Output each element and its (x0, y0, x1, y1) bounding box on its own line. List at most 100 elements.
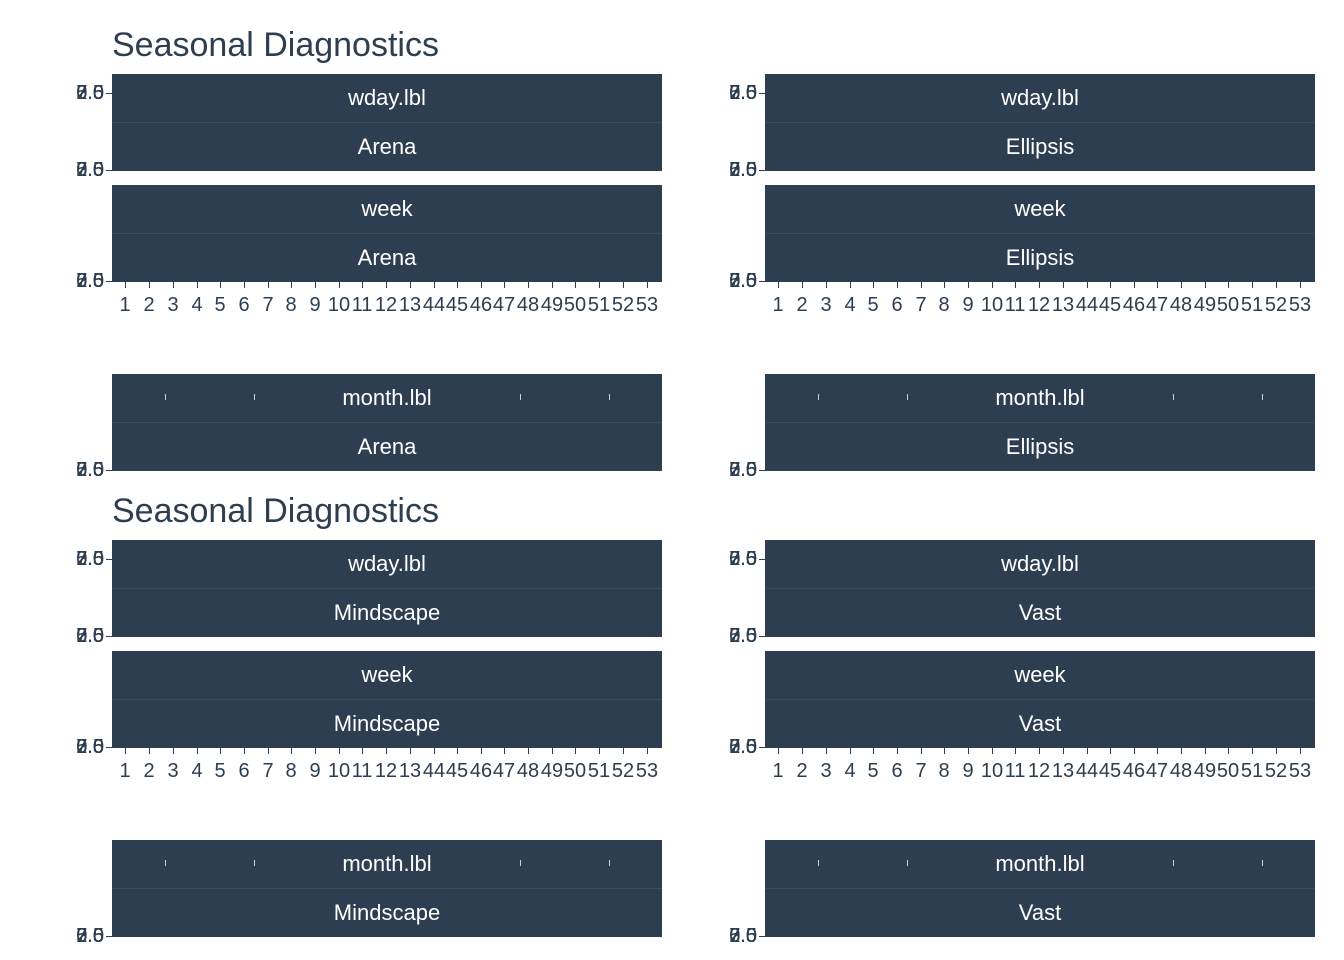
y-tick-label: 2.5 (76, 736, 104, 758)
y-tick-label: 5.0 (76, 548, 104, 570)
y-tick-label: 2.5 (729, 82, 757, 104)
x-tick-label: 1 (772, 294, 784, 316)
x-tick-label: 1 (772, 760, 784, 782)
y-tick-label: 0.0 (729, 925, 757, 947)
x-tick-mark (944, 282, 945, 288)
y-tick-mark (106, 636, 112, 637)
x-tick-mark (778, 282, 779, 288)
facet-feature-label: week (361, 196, 413, 221)
month-tick-mark (254, 860, 255, 866)
x-tick-mark (220, 282, 221, 288)
x-tick-mark (968, 748, 969, 754)
strip-divider (765, 422, 1315, 423)
y-tick-label: 2.5 (76, 159, 104, 181)
facet-group-label: Mindscape (333, 711, 441, 736)
x-tick-label: 10 (980, 294, 1004, 316)
y-tick-mark (759, 936, 765, 937)
x-tick-label: 9 (309, 294, 321, 316)
x-tick-label: 49 (540, 760, 564, 782)
x-tick-label: 13 (398, 294, 422, 316)
x-tick-label: 52 (1264, 760, 1288, 782)
x-tick-mark (504, 748, 505, 754)
y-tick-label: 7.5 (76, 548, 104, 570)
x-tick-mark (552, 748, 553, 754)
facet-feature-label: wday.lbl (1001, 551, 1079, 576)
x-tick-label: 52 (1264, 294, 1288, 316)
x-tick-label: 49 (540, 294, 564, 316)
x-tick-label: 50 (1216, 294, 1240, 316)
y-tick-mark (106, 559, 112, 560)
x-tick-label: 45 (445, 760, 469, 782)
y-tick-label: 5.0 (729, 625, 757, 647)
x-tick-mark (1039, 748, 1040, 754)
x-tick-mark (1157, 282, 1158, 288)
y-tick-label: 7.5 (729, 925, 757, 947)
x-tick-label: 11 (1004, 294, 1026, 316)
strip-divider (112, 122, 662, 123)
x-tick-mark (1181, 282, 1182, 288)
y-tick-label: 0.0 (76, 925, 104, 947)
x-tick-label: 2 (143, 294, 155, 316)
x-tick-mark (268, 748, 269, 754)
x-tick-mark (1039, 282, 1040, 288)
y-tick-mark (759, 559, 765, 560)
x-tick-label: 45 (1098, 760, 1122, 782)
strip-divider (765, 233, 1315, 234)
x-tick-label: 46 (469, 294, 493, 316)
facet-feature-label: week (361, 662, 413, 687)
y-tick-label: 7.5 (76, 736, 104, 758)
y-tick-label: 2.5 (729, 548, 757, 570)
x-tick-label: 44 (1075, 294, 1099, 316)
facet-strip-month-lbl: month.lbl Vast (765, 840, 1315, 937)
strip-divider (765, 122, 1315, 123)
month-tick-mark (165, 860, 166, 866)
facet-feature-label: wday.lbl (1001, 85, 1079, 110)
x-tick-label: 49 (1193, 294, 1217, 316)
strip-divider (112, 699, 662, 700)
y-tick-label: 7.5 (729, 548, 757, 570)
y-tick-label: 0.0 (76, 625, 104, 647)
month-tick-mark (907, 394, 908, 400)
x-tick-label: 8 (285, 294, 297, 316)
y-tick-label: 5.0 (729, 925, 757, 947)
y-tick-label: 0.0 (76, 159, 104, 181)
month-tick-mark (818, 394, 819, 400)
x-tick-label: 7 (915, 760, 927, 782)
x-tick-label: 4 (191, 294, 203, 316)
x-tick-label: 53 (635, 760, 659, 782)
x-tick-label: 7 (262, 294, 274, 316)
y-tick-label: 2.5 (729, 159, 757, 181)
x-tick-label: 8 (938, 294, 950, 316)
x-tick-mark (434, 282, 435, 288)
x-tick-mark (802, 748, 803, 754)
month-tick-mark (609, 860, 610, 866)
facet-group-label: Arena (357, 434, 417, 459)
x-tick-mark (623, 282, 624, 288)
x-tick-mark (1252, 282, 1253, 288)
strip-divider (112, 422, 662, 423)
x-tick-label: 50 (563, 294, 587, 316)
y-tick-mark (106, 936, 112, 937)
y-tick-label: 7.5 (76, 270, 104, 292)
x-tick-label: 45 (445, 294, 469, 316)
x-tick-mark (968, 282, 969, 288)
y-tick-label: 2.5 (76, 270, 104, 292)
x-tick-label: 2 (796, 760, 808, 782)
y-tick-label: 2.5 (76, 82, 104, 104)
x-tick-mark (647, 748, 648, 754)
x-tick-mark (1205, 748, 1206, 754)
x-tick-mark (434, 748, 435, 754)
x-tick-mark (315, 282, 316, 288)
x-tick-mark (339, 282, 340, 288)
x-tick-label: 1 (119, 760, 131, 782)
y-tick-label: 5.0 (76, 82, 104, 104)
y-tick-label: 2.5 (76, 459, 104, 481)
x-tick-label: 7 (262, 760, 274, 782)
x-tick-mark (1300, 748, 1301, 754)
x-tick-mark (457, 282, 458, 288)
y-tick-label: 7.5 (729, 159, 757, 181)
facet-strip-wday-lbl: wday.lbl Vast (765, 540, 1315, 637)
x-tick-label: 1 (119, 294, 131, 316)
x-tick-mark (647, 282, 648, 288)
y-tick-label: 5.0 (729, 459, 757, 481)
